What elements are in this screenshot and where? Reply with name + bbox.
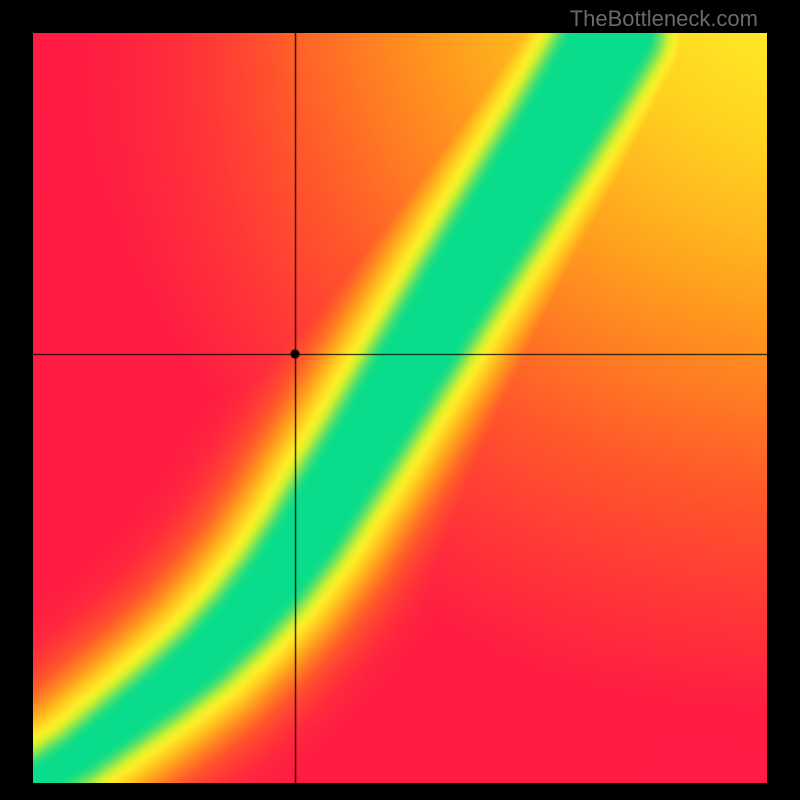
stage: TheBottleneck.com	[0, 0, 800, 800]
heatmap-canvas	[33, 33, 767, 783]
plot-area	[33, 33, 767, 783]
watermark-text: TheBottleneck.com	[570, 6, 758, 32]
